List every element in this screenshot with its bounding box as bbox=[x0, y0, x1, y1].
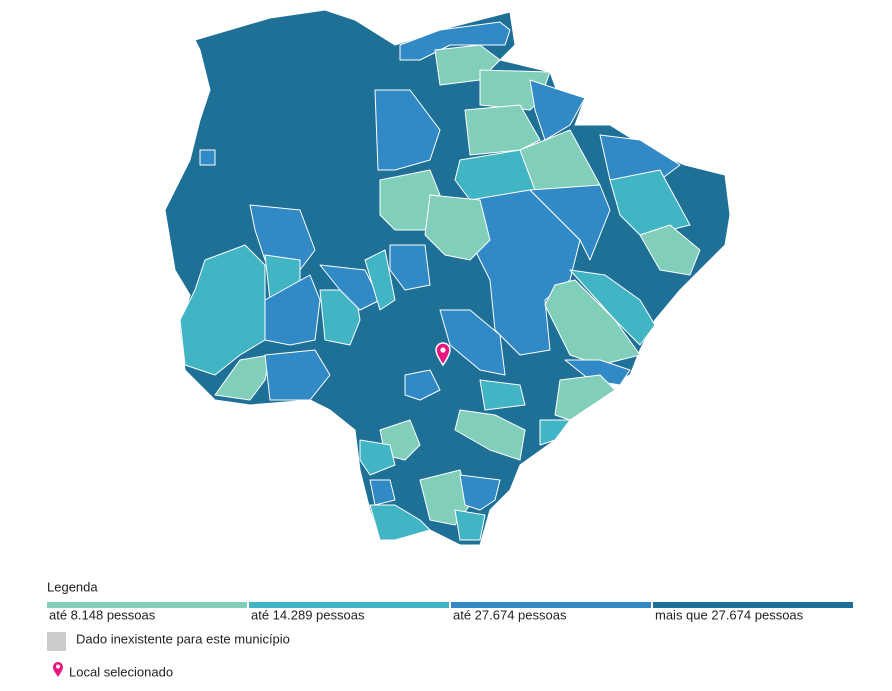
legend-swatch bbox=[653, 602, 853, 608]
legend-label: mais que 27.674 pessoas bbox=[655, 607, 804, 622]
municipality[interactable] bbox=[369, 479, 396, 506]
municipality[interactable] bbox=[389, 244, 431, 291]
legend-missing-swatch bbox=[47, 632, 66, 651]
municipality[interactable] bbox=[264, 274, 321, 346]
municipality[interactable] bbox=[424, 194, 491, 261]
municipality[interactable] bbox=[359, 439, 396, 476]
municipality[interactable] bbox=[554, 374, 616, 421]
municipality[interactable] bbox=[319, 264, 381, 311]
legend-pin-hole bbox=[56, 664, 60, 669]
legend-pin bbox=[53, 662, 63, 677]
municipality[interactable] bbox=[539, 419, 571, 446]
legend-label: até 27.674 pessoas bbox=[453, 607, 567, 622]
municipality[interactable] bbox=[374, 89, 441, 171]
municipality[interactable] bbox=[529, 184, 611, 261]
municipality[interactable] bbox=[599, 134, 681, 181]
legend: até 8.148 pessoas até 14.289 pessoas até 2… bbox=[47, 602, 853, 622]
municipality[interactable] bbox=[369, 504, 431, 541]
municipality[interactable] bbox=[529, 79, 586, 141]
municipality[interactable] bbox=[264, 349, 331, 401]
legend-swatch bbox=[249, 602, 449, 608]
municipality[interactable] bbox=[179, 244, 266, 376]
municipality[interactable] bbox=[439, 309, 506, 376]
municipality[interactable] bbox=[639, 224, 701, 276]
municipality[interactable] bbox=[464, 104, 541, 156]
municipality[interactable] bbox=[459, 474, 501, 511]
legend-swatch bbox=[451, 602, 651, 608]
municipality[interactable] bbox=[479, 379, 526, 411]
municipality[interactable] bbox=[364, 249, 396, 311]
municipality[interactable] bbox=[199, 149, 216, 166]
legend-label: até 14.289 pessoas bbox=[251, 607, 365, 622]
municipality[interactable] bbox=[404, 369, 441, 401]
selected-pin bbox=[435, 342, 451, 367]
selected-pin-hole bbox=[440, 347, 446, 353]
municipality[interactable] bbox=[454, 409, 526, 461]
legend-missing-label: Dado inexistente para este município bbox=[76, 631, 290, 646]
municipality[interactable] bbox=[399, 21, 511, 61]
municipality[interactable] bbox=[379, 169, 441, 231]
municipality[interactable] bbox=[544, 279, 641, 366]
legend-swatch bbox=[47, 602, 247, 608]
legend-label: até 8.148 pessoas bbox=[49, 607, 156, 622]
municipality[interactable] bbox=[454, 509, 486, 541]
legend-selected-label: Local selecionado bbox=[69, 664, 173, 679]
map bbox=[164, 9, 731, 546]
legend-title: Legenda bbox=[47, 579, 98, 594]
